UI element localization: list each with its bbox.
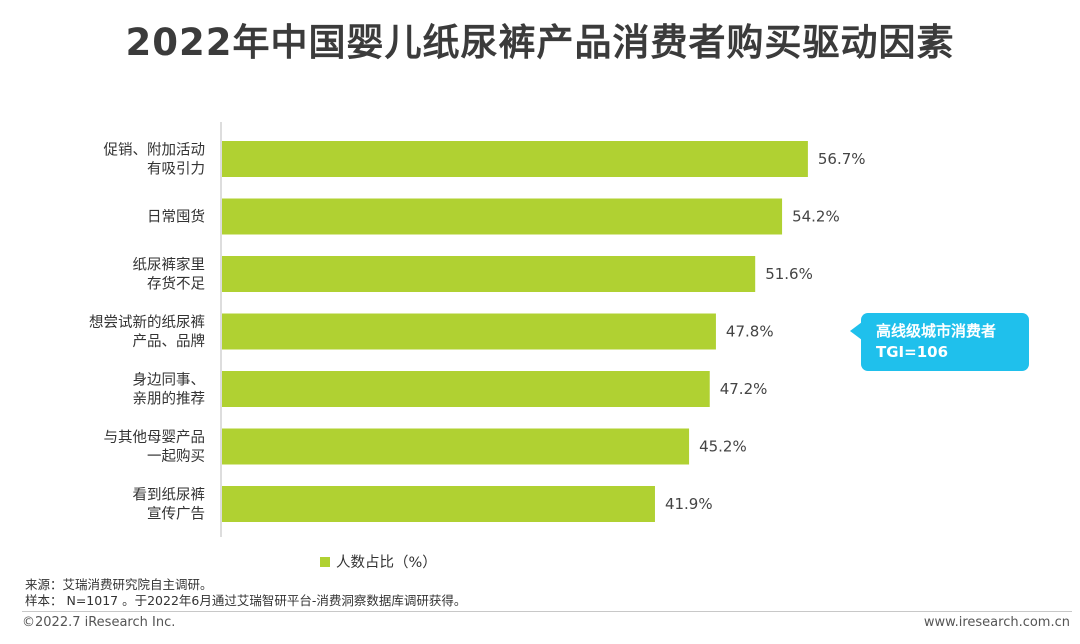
copyright-text: ©2022.7 iResearch Inc.	[22, 615, 176, 630]
category-label-3-1: 产品、品牌	[133, 333, 206, 350]
category-label-3-0: 想尝试新的纸尿裤	[89, 314, 205, 331]
category-label-2-0: 纸尿裤家里	[133, 257, 206, 274]
value-label-1: 54.2%	[792, 208, 840, 226]
tgi-callout: 高线级城市消费者 TGI=106	[850, 313, 1029, 371]
category-label-5-0: 与其他母婴产品	[104, 429, 206, 446]
bar-5	[222, 428, 690, 465]
category-label-0-0: 促销、附加活动	[104, 142, 206, 159]
notes: 来源：艾瑞消费研究院自主调研。 样本： N=1017 。于2022年6月通过艾瑞…	[25, 577, 466, 609]
bar-6	[222, 486, 655, 522]
site-url: www.iresearch.com.cn	[923, 615, 1070, 630]
sample-note: 样本： N=1017 。于2022年6月通过艾瑞智研平台-消费洞察数据库调研获得…	[25, 593, 467, 608]
legend: 人数占比（%）	[320, 551, 437, 572]
legend-label: 人数占比（%）	[336, 555, 437, 571]
bar-4	[222, 371, 710, 407]
bar-1	[222, 198, 783, 235]
value-label-2: 51.6%	[765, 265, 813, 283]
category-label-6-1: 宣传广告	[147, 506, 205, 523]
bar-2	[222, 256, 756, 292]
bar-0	[222, 141, 808, 177]
callout-line-1: 高线级城市消费者	[876, 322, 997, 340]
source-note: 来源：艾瑞消费研究院自主调研。	[25, 577, 213, 592]
callout-line-2: TGI=106	[876, 343, 949, 361]
footer-divider	[22, 611, 1072, 612]
legend-swatch	[320, 556, 330, 567]
category-label-6-0: 看到纸尿裤	[133, 487, 206, 504]
category-label-4-1: 亲朋的推荐	[133, 391, 206, 408]
value-label-6: 41.9%	[665, 495, 713, 513]
value-label-0: 56.7%	[818, 150, 866, 168]
callout-pointer	[850, 322, 862, 340]
value-label-5: 45.2%	[699, 438, 747, 456]
bar-3	[222, 313, 716, 350]
category-label-1-0: 日常囤货	[147, 209, 205, 226]
page-title: 2022年中国婴儿纸尿裤产品消费者购买驱动因素	[125, 21, 955, 64]
category-label-4-0: 身边同事、	[133, 372, 206, 389]
value-label-3: 47.8%	[726, 323, 774, 341]
category-label-2-1: 存货不足	[147, 276, 205, 293]
category-label-0-1: 有吸引力	[147, 161, 205, 178]
value-label-4: 47.2%	[720, 380, 768, 398]
category-label-5-1: 一起购买	[147, 448, 205, 465]
